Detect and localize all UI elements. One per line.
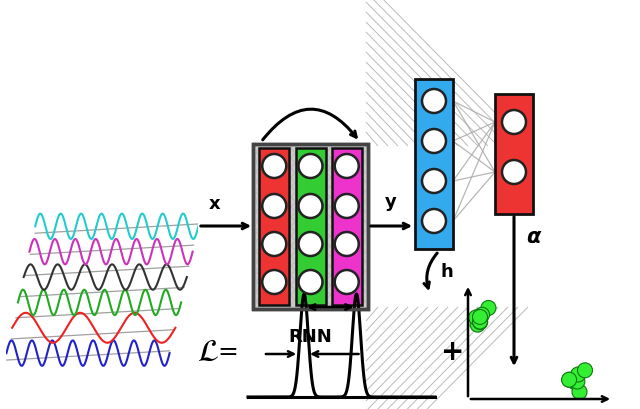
Text: $\mathcal{L}$: $\mathcal{L}$: [197, 336, 219, 366]
Circle shape: [502, 111, 526, 135]
Text: =: =: [218, 339, 239, 363]
Circle shape: [422, 90, 446, 114]
Circle shape: [335, 270, 359, 294]
Circle shape: [473, 315, 488, 330]
Circle shape: [481, 301, 496, 316]
Bar: [332, 148, 362, 305]
Circle shape: [298, 195, 323, 218]
Circle shape: [262, 155, 286, 179]
Circle shape: [335, 195, 359, 218]
Circle shape: [472, 314, 488, 329]
Bar: [415, 80, 453, 249]
Circle shape: [335, 232, 359, 256]
Text: y: y: [385, 193, 397, 211]
Circle shape: [298, 155, 323, 179]
Circle shape: [262, 195, 286, 218]
Circle shape: [577, 363, 593, 378]
Circle shape: [571, 367, 586, 382]
Circle shape: [572, 384, 587, 400]
Circle shape: [562, 372, 577, 387]
Circle shape: [468, 310, 484, 325]
Bar: [253, 145, 368, 309]
Bar: [296, 148, 326, 305]
Circle shape: [502, 161, 526, 184]
Circle shape: [298, 232, 323, 256]
Text: +: +: [442, 337, 465, 365]
Circle shape: [562, 373, 577, 387]
Circle shape: [570, 374, 585, 389]
Text: h: h: [440, 262, 452, 280]
Circle shape: [298, 270, 323, 294]
Text: x: x: [209, 195, 221, 213]
Circle shape: [262, 232, 286, 256]
Bar: [259, 148, 289, 305]
Circle shape: [568, 375, 583, 390]
Circle shape: [472, 310, 488, 325]
Bar: [495, 95, 533, 214]
Circle shape: [422, 130, 446, 154]
Circle shape: [470, 317, 485, 332]
Circle shape: [262, 270, 286, 294]
Bar: [253, 145, 368, 309]
Circle shape: [335, 155, 359, 179]
Circle shape: [422, 209, 446, 234]
Circle shape: [474, 308, 490, 322]
Text: RNN: RNN: [288, 327, 332, 345]
Text: α: α: [526, 227, 540, 246]
Circle shape: [422, 170, 446, 193]
